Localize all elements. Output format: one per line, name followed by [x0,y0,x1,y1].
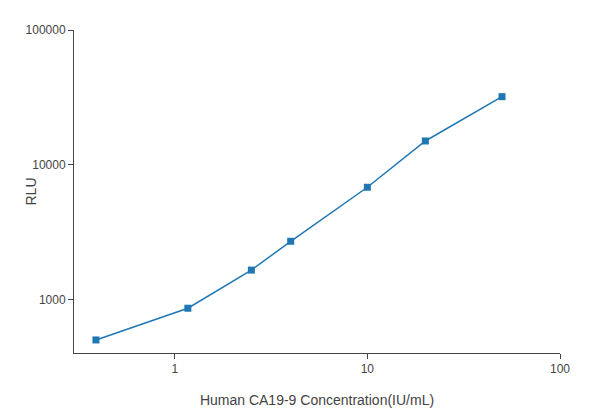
svg-text:100: 100 [550,362,570,376]
svg-text:1000: 1000 [39,293,66,307]
svg-text:100000: 100000 [26,23,66,37]
svg-text:1: 1 [171,362,178,376]
svg-text:Human CA19-9 Concentration(IU/: Human CA19-9 Concentration(IU/mL) [200,392,434,408]
svg-text:10: 10 [361,362,375,376]
svg-text:10000: 10000 [32,158,66,172]
svg-text:RLU: RLU [23,177,39,205]
